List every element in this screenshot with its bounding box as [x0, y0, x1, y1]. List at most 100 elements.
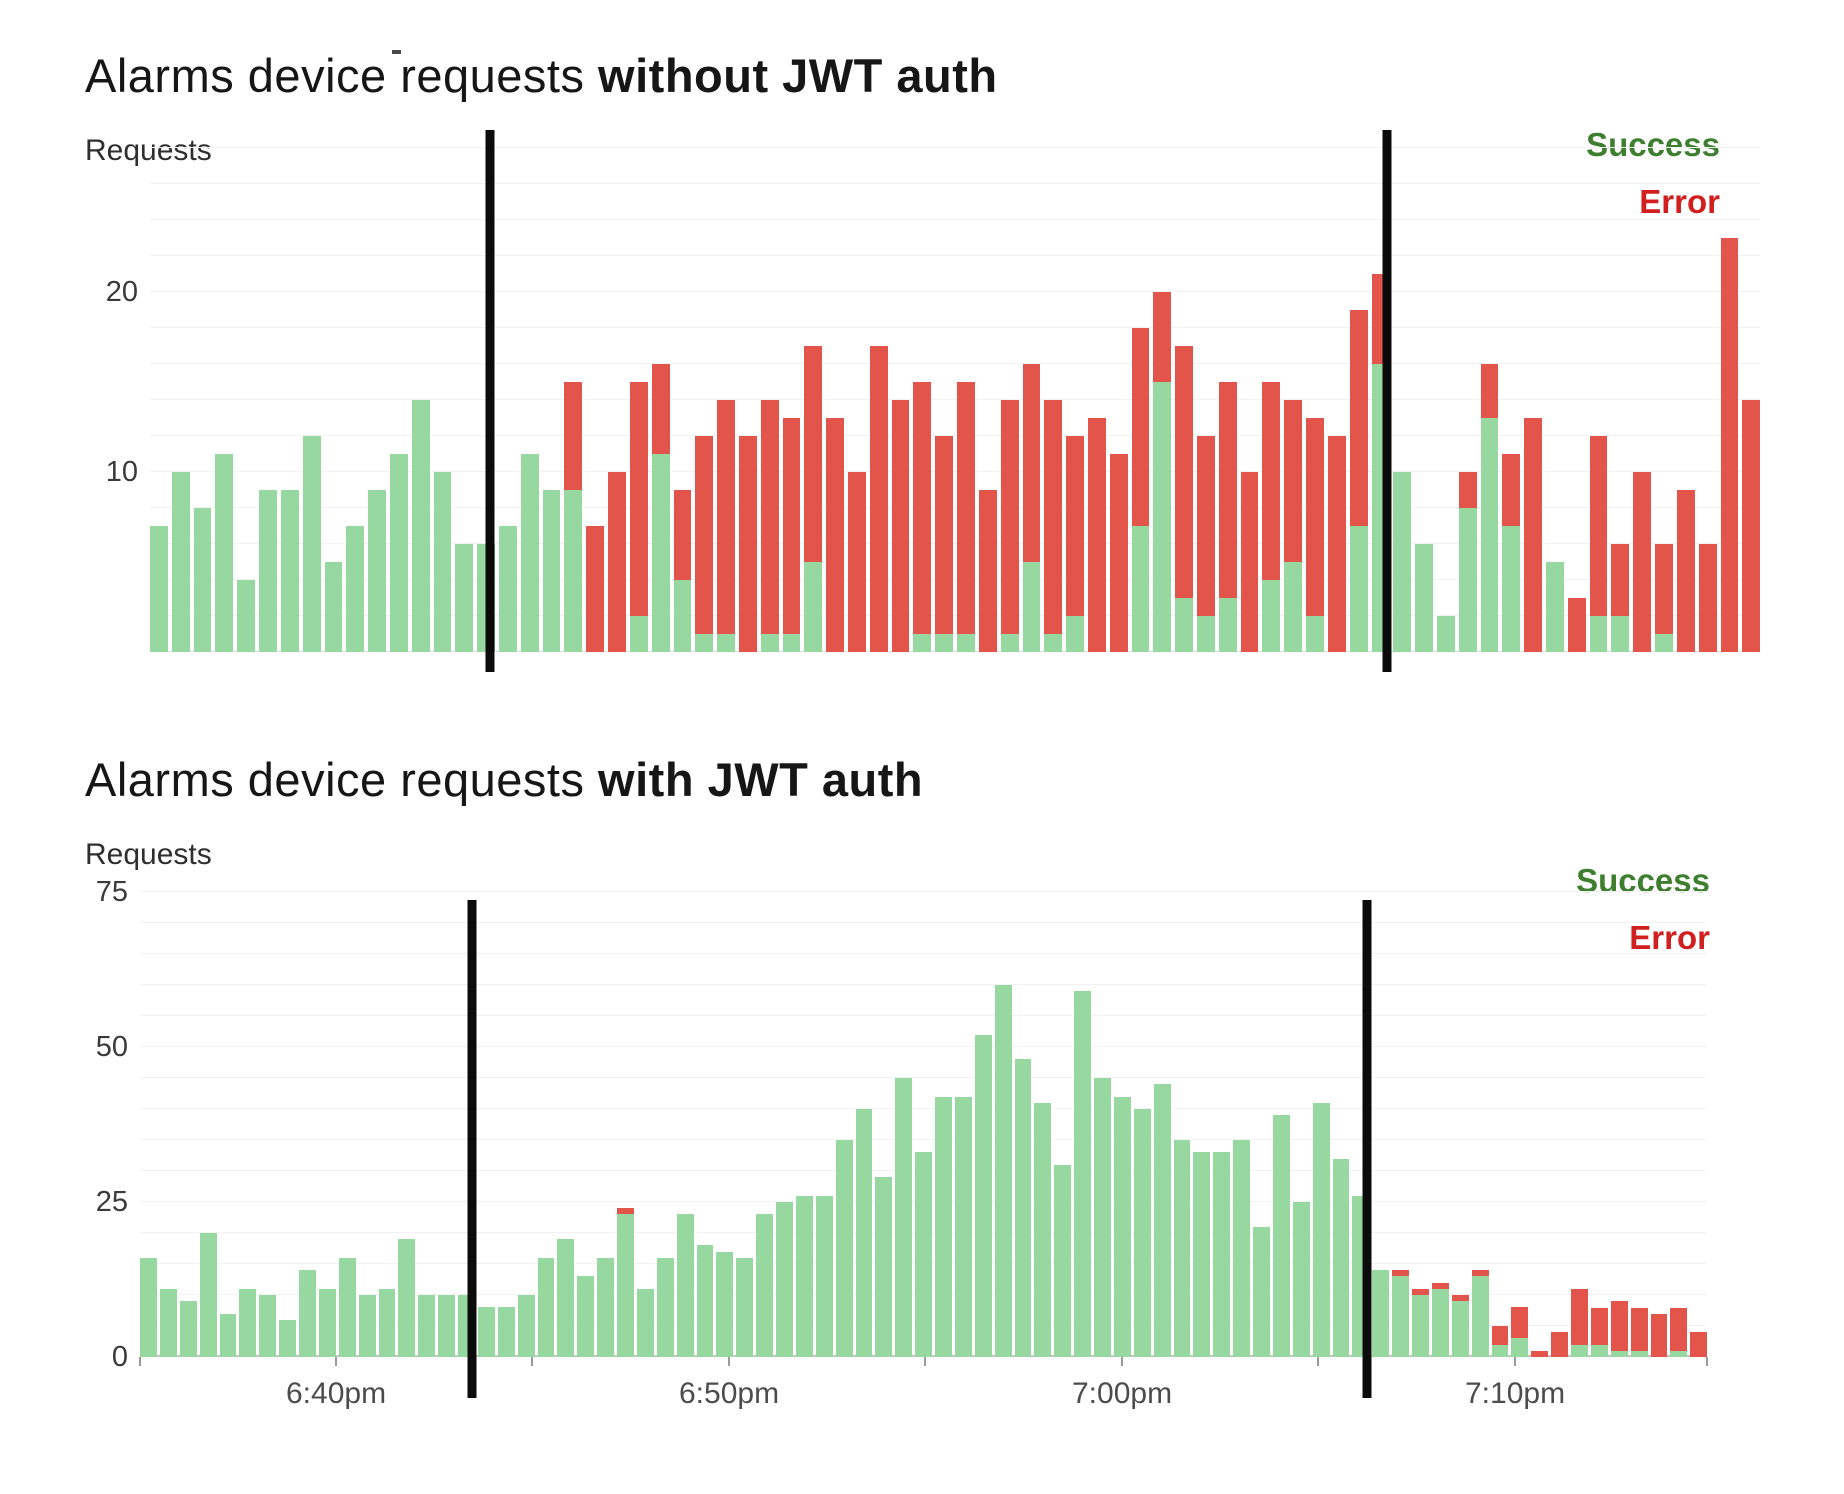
bar-error-segment: [586, 526, 605, 652]
bar: [1650, 892, 1668, 1357]
bar: [1611, 148, 1630, 652]
bar-success-segment: [1611, 616, 1630, 652]
bar-success-segment: [219, 1314, 237, 1357]
gridline: [140, 953, 1707, 954]
bar-success-segment: [1292, 1202, 1310, 1357]
x-minor-tick: [531, 1357, 534, 1366]
bar-success-segment: [279, 1320, 296, 1357]
bar-success-segment: [776, 1202, 793, 1357]
bar: [1240, 148, 1259, 652]
bar: [1349, 148, 1368, 652]
bar-success-segment: [1415, 544, 1433, 652]
bar: [978, 148, 997, 652]
bar-success-segment: [804, 562, 823, 652]
bar: [497, 892, 515, 1357]
bar-error-segment: [1589, 436, 1608, 616]
bar-success-segment: [1193, 1152, 1211, 1357]
bar-success-segment: [1133, 1109, 1151, 1357]
bar: [259, 892, 277, 1357]
bar-error-segment: [1698, 544, 1717, 652]
bar-success-segment: [1670, 1351, 1688, 1357]
y-tick-label: 20: [105, 276, 138, 308]
bar-success-segment: [537, 1258, 555, 1357]
bar-error-segment: [869, 346, 888, 652]
bar-success-segment: [1312, 1103, 1330, 1357]
bar: [676, 892, 694, 1357]
bar: [455, 148, 474, 652]
bar-success-segment: [915, 1152, 932, 1357]
bar: [433, 148, 452, 652]
bar-success-segment: [1175, 598, 1193, 652]
bar: [1087, 148, 1106, 652]
bar-success-segment: [199, 1233, 217, 1357]
bar-success-segment: [651, 454, 670, 652]
annotation-line: [467, 900, 477, 1398]
bar-success-segment: [140, 1258, 157, 1357]
bar-error-segment: [651, 364, 670, 454]
bar: [994, 892, 1012, 1357]
bar-success-segment: [1349, 526, 1368, 652]
bar: [1458, 148, 1477, 652]
bar-error-segment: [1349, 310, 1368, 526]
bar: [1197, 148, 1215, 652]
bar: [520, 148, 539, 652]
x-tick-label: 6:40pm: [285, 1377, 387, 1410]
bar: [673, 148, 692, 652]
bar: [1109, 148, 1128, 652]
gridline: [140, 1139, 1707, 1140]
bar-error-segment: [629, 382, 648, 616]
bar: [150, 148, 168, 652]
bar: [1590, 892, 1608, 1357]
bar-error-segment: [1630, 1308, 1648, 1351]
bar-success-segment: [1589, 616, 1608, 652]
bar-success-segment: [557, 1239, 575, 1357]
bar-success-segment: [1392, 1276, 1409, 1357]
bar-success-segment: [1431, 1289, 1449, 1357]
bar-error-segment: [1655, 544, 1673, 634]
bar: [895, 892, 913, 1357]
legend: Success Error: [1586, 128, 1720, 242]
bar-error-segment: [1458, 472, 1477, 508]
x-tick-label: 6:50pm: [678, 1377, 780, 1410]
bar-series: [140, 892, 1708, 1357]
bar-success-segment: [499, 526, 517, 652]
bar: [1567, 148, 1586, 652]
gridline: [150, 219, 1760, 220]
bar-success-segment: [695, 634, 714, 652]
bar-error-segment: [1571, 1289, 1588, 1345]
bar: [477, 892, 495, 1357]
bar-success-segment: [239, 1289, 257, 1357]
bar-error-segment: [1000, 400, 1019, 634]
bar-success-segment: [497, 1307, 515, 1357]
bar: [1044, 148, 1063, 652]
bar: [935, 148, 954, 652]
bar-success-segment: [597, 1258, 614, 1357]
bar: [1655, 148, 1673, 652]
x-tick: [1121, 1357, 1124, 1366]
bar: [1524, 148, 1542, 652]
x-tick: [1514, 1357, 1517, 1366]
bar: [804, 148, 823, 652]
bar-error-segment: [1175, 346, 1193, 598]
bar-success-segment: [1491, 1345, 1509, 1357]
bar-success-segment: [542, 490, 561, 652]
bar: [935, 892, 952, 1357]
legend-error: Error: [1629, 919, 1710, 956]
bar: [1074, 892, 1091, 1357]
gridline: [150, 183, 1760, 184]
bar-error-segment: [1690, 1332, 1708, 1357]
bar: [776, 892, 793, 1357]
bar-error-segment: [1610, 1301, 1628, 1351]
bar-error-segment: [1633, 472, 1652, 652]
bar: [1253, 892, 1270, 1357]
bar: [1431, 892, 1449, 1357]
bar-success-segment: [520, 454, 539, 652]
bar-success-segment: [302, 436, 321, 652]
bar-success-segment: [517, 1295, 535, 1357]
bar-success-segment: [1233, 1140, 1250, 1357]
bar: [1690, 892, 1708, 1357]
bar: [1034, 892, 1052, 1357]
bar-error-segment: [1650, 1314, 1668, 1357]
bar: [782, 148, 801, 652]
bar-error-segment: [1590, 1308, 1608, 1345]
